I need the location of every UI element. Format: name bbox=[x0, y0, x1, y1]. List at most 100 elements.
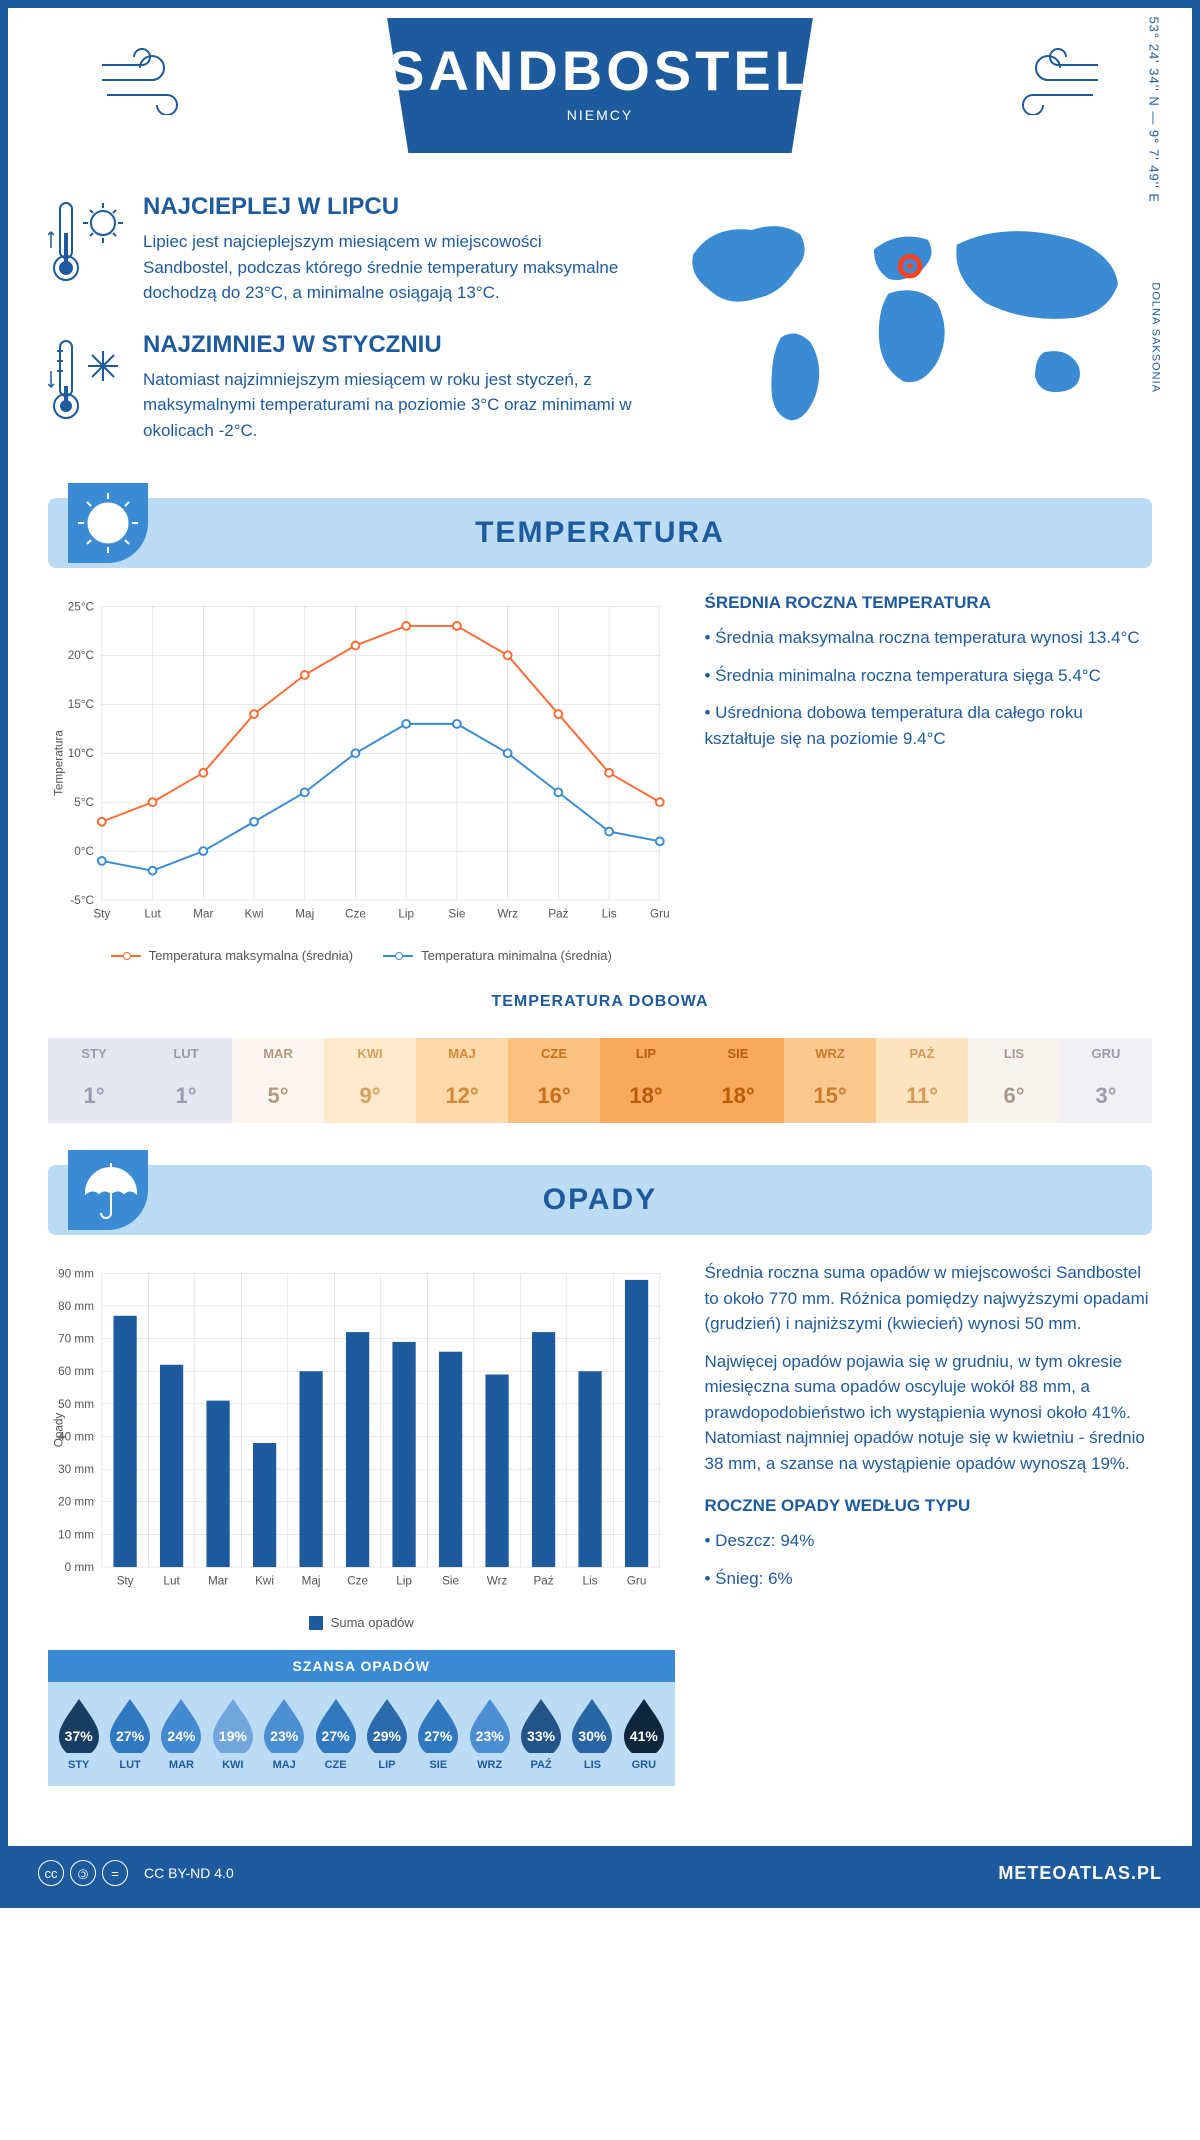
precip-section-header: OPADY bbox=[48, 1165, 1152, 1235]
daily-cell: KWI 9° bbox=[324, 1026, 416, 1135]
svg-text:10°C: 10°C bbox=[68, 747, 95, 760]
coldest-text: Natomiast najzimniejszym miesiącem w rok… bbox=[143, 367, 634, 444]
svg-text:Gru: Gru bbox=[627, 1575, 647, 1588]
sun-icon bbox=[68, 483, 148, 563]
svg-text:Kwi: Kwi bbox=[245, 908, 264, 921]
svg-text:Gru: Gru bbox=[650, 908, 670, 921]
svg-text:Maj: Maj bbox=[295, 908, 314, 921]
country-subtitle: NIEMCY bbox=[387, 107, 813, 123]
svg-text:Mar: Mar bbox=[208, 1575, 228, 1588]
wind-deco-right bbox=[973, 45, 1113, 127]
daily-temp-title: TEMPERATURA DOBOWA bbox=[48, 993, 1152, 1011]
svg-text:Lip: Lip bbox=[398, 908, 414, 921]
cc-icon: cc bbox=[38, 1860, 64, 1886]
coordinates: 53° 24' 34'' N — 9° 7' 49'' E bbox=[1147, 16, 1162, 203]
svg-text:Maj: Maj bbox=[302, 1575, 321, 1588]
temperature-title: TEMPERATURA bbox=[475, 516, 725, 549]
drop-cell: 27% CZE bbox=[310, 1697, 361, 1771]
daily-cell: CZE 16° bbox=[508, 1026, 600, 1135]
coldest-title: NAJZIMNIEJ W STYCZNIU bbox=[143, 331, 634, 359]
svg-text:Lut: Lut bbox=[163, 1575, 180, 1588]
svg-text:Lut: Lut bbox=[144, 908, 161, 921]
svg-text:30 mm: 30 mm bbox=[58, 1463, 94, 1476]
svg-text:0 mm: 0 mm bbox=[65, 1561, 94, 1574]
drop-cell: 30% LIS bbox=[567, 1697, 618, 1771]
daily-cell: WRZ 15° bbox=[784, 1026, 876, 1135]
svg-text:20 mm: 20 mm bbox=[58, 1496, 94, 1509]
precip-info-p2: Najwięcej opadów pojawia się w grudniu, … bbox=[705, 1349, 1153, 1477]
legend-precip-label: Suma opadów bbox=[331, 1615, 414, 1630]
site-name: METEOATLAS.PL bbox=[998, 1863, 1162, 1884]
drop-cell: 37% STY bbox=[53, 1697, 104, 1771]
svg-text:Temperatura: Temperatura bbox=[53, 730, 66, 796]
daily-cell: SIE 18° bbox=[692, 1026, 784, 1135]
temp-info-b2: • Średnia minimalna roczna temperatura s… bbox=[705, 663, 1153, 689]
region-label: DOLNA SAKSONIA bbox=[1150, 282, 1162, 393]
svg-text:80 mm: 80 mm bbox=[58, 1300, 94, 1313]
legend-min-label: Temperatura minimalna (średnia) bbox=[421, 948, 612, 963]
precip-bar-chart: 0 mm10 mm20 mm30 mm40 mm50 mm60 mm70 mm8… bbox=[48, 1260, 675, 1600]
drop-cell: 19% KWI bbox=[207, 1697, 258, 1771]
warmest-block: NAJCIEPLEJ W LIPCU Lipiec jest najcieple… bbox=[48, 193, 634, 306]
svg-text:Wrz: Wrz bbox=[487, 1575, 508, 1588]
legend-max-label: Temperatura maksymalna (średnia) bbox=[149, 948, 353, 963]
svg-text:Cze: Cze bbox=[347, 1575, 368, 1588]
page-footer: cc 🄯 = CC BY-ND 4.0 METEOATLAS.PL bbox=[8, 1846, 1192, 1900]
legend-precip: Suma opadów bbox=[309, 1615, 414, 1630]
svg-text:50 mm: 50 mm bbox=[58, 1398, 94, 1411]
svg-text:15°C: 15°C bbox=[68, 698, 95, 711]
svg-text:Sty: Sty bbox=[93, 908, 110, 921]
svg-text:Opady: Opady bbox=[53, 1413, 66, 1448]
license-badges: cc 🄯 = CC BY-ND 4.0 bbox=[38, 1860, 234, 1886]
precip-rain: • Deszcz: 94% bbox=[705, 1528, 1153, 1554]
coldest-block: NAJZIMNIEJ W STYCZNIU Natomiast najzimni… bbox=[48, 331, 634, 444]
svg-text:Sie: Sie bbox=[442, 1575, 459, 1588]
svg-text:Lis: Lis bbox=[583, 1575, 598, 1588]
daily-cell: LUT 1° bbox=[140, 1026, 232, 1135]
svg-text:Lip: Lip bbox=[396, 1575, 412, 1588]
svg-text:0°C: 0°C bbox=[74, 845, 94, 858]
drop-cell: 23% WRZ bbox=[464, 1697, 515, 1771]
svg-text:Lis: Lis bbox=[602, 908, 617, 921]
svg-text:60 mm: 60 mm bbox=[58, 1365, 94, 1378]
drop-cell: 23% MAJ bbox=[259, 1697, 310, 1771]
svg-text:Paź: Paź bbox=[548, 908, 568, 921]
temperature-line-chart: -5°C0°C5°C10°C15°C20°C25°CStyLutMarKwiMa… bbox=[48, 593, 675, 933]
warmest-title: NAJCIEPLEJ W LIPCU bbox=[143, 193, 634, 221]
daily-cell: GRU 3° bbox=[1060, 1026, 1152, 1135]
svg-text:20°C: 20°C bbox=[68, 649, 95, 662]
svg-text:Sty: Sty bbox=[117, 1575, 134, 1588]
thermometer-sun-icon bbox=[48, 193, 128, 306]
drop-cell: 27% LUT bbox=[104, 1697, 155, 1771]
daily-cell: LIP 18° bbox=[600, 1026, 692, 1135]
daily-cell: MAR 5° bbox=[232, 1026, 324, 1135]
drop-cell: 41% GRU bbox=[618, 1697, 669, 1771]
daily-temp-table: STY 1° LUT 1° MAR 5° KWI 9° MAJ 12° CZE … bbox=[48, 1026, 1152, 1135]
daily-cell: MAJ 12° bbox=[416, 1026, 508, 1135]
drop-cell: 27% SIE bbox=[413, 1697, 464, 1771]
umbrella-icon bbox=[68, 1150, 148, 1230]
temp-info-b1: • Średnia maksymalna roczna temperatura … bbox=[705, 625, 1153, 651]
temp-info-b3: • Uśredniona dobowa temperatura dla całe… bbox=[705, 700, 1153, 751]
svg-text:Paź: Paź bbox=[533, 1575, 553, 1588]
drop-cell: 29% LIP bbox=[361, 1697, 412, 1771]
svg-text:Sie: Sie bbox=[448, 908, 465, 921]
precip-chance-title: SZANSA OPADÓW bbox=[48, 1650, 675, 1682]
legend-min: Temperatura minimalna (średnia) bbox=[383, 948, 612, 963]
precip-snow: • Śnieg: 6% bbox=[705, 1566, 1153, 1592]
wind-deco-left bbox=[87, 45, 227, 127]
by-icon: 🄯 bbox=[70, 1860, 96, 1886]
legend-max: Temperatura maksymalna (średnia) bbox=[111, 948, 353, 963]
nd-icon: = bbox=[102, 1860, 128, 1886]
svg-text:Mar: Mar bbox=[193, 908, 213, 921]
svg-text:-5°C: -5°C bbox=[70, 894, 94, 907]
drop-cell: 24% MAR bbox=[156, 1697, 207, 1771]
precip-title: OPADY bbox=[543, 1183, 657, 1216]
temperature-section-header: TEMPERATURA bbox=[48, 498, 1152, 568]
svg-text:70 mm: 70 mm bbox=[58, 1333, 94, 1346]
precip-info-p1: Średnia roczna suma opadów w miejscowośc… bbox=[705, 1260, 1153, 1337]
svg-text:5°C: 5°C bbox=[74, 796, 94, 809]
drop-cell: 33% PAŹ bbox=[515, 1697, 566, 1771]
svg-text:90 mm: 90 mm bbox=[58, 1267, 94, 1280]
svg-text:Kwi: Kwi bbox=[255, 1575, 274, 1588]
